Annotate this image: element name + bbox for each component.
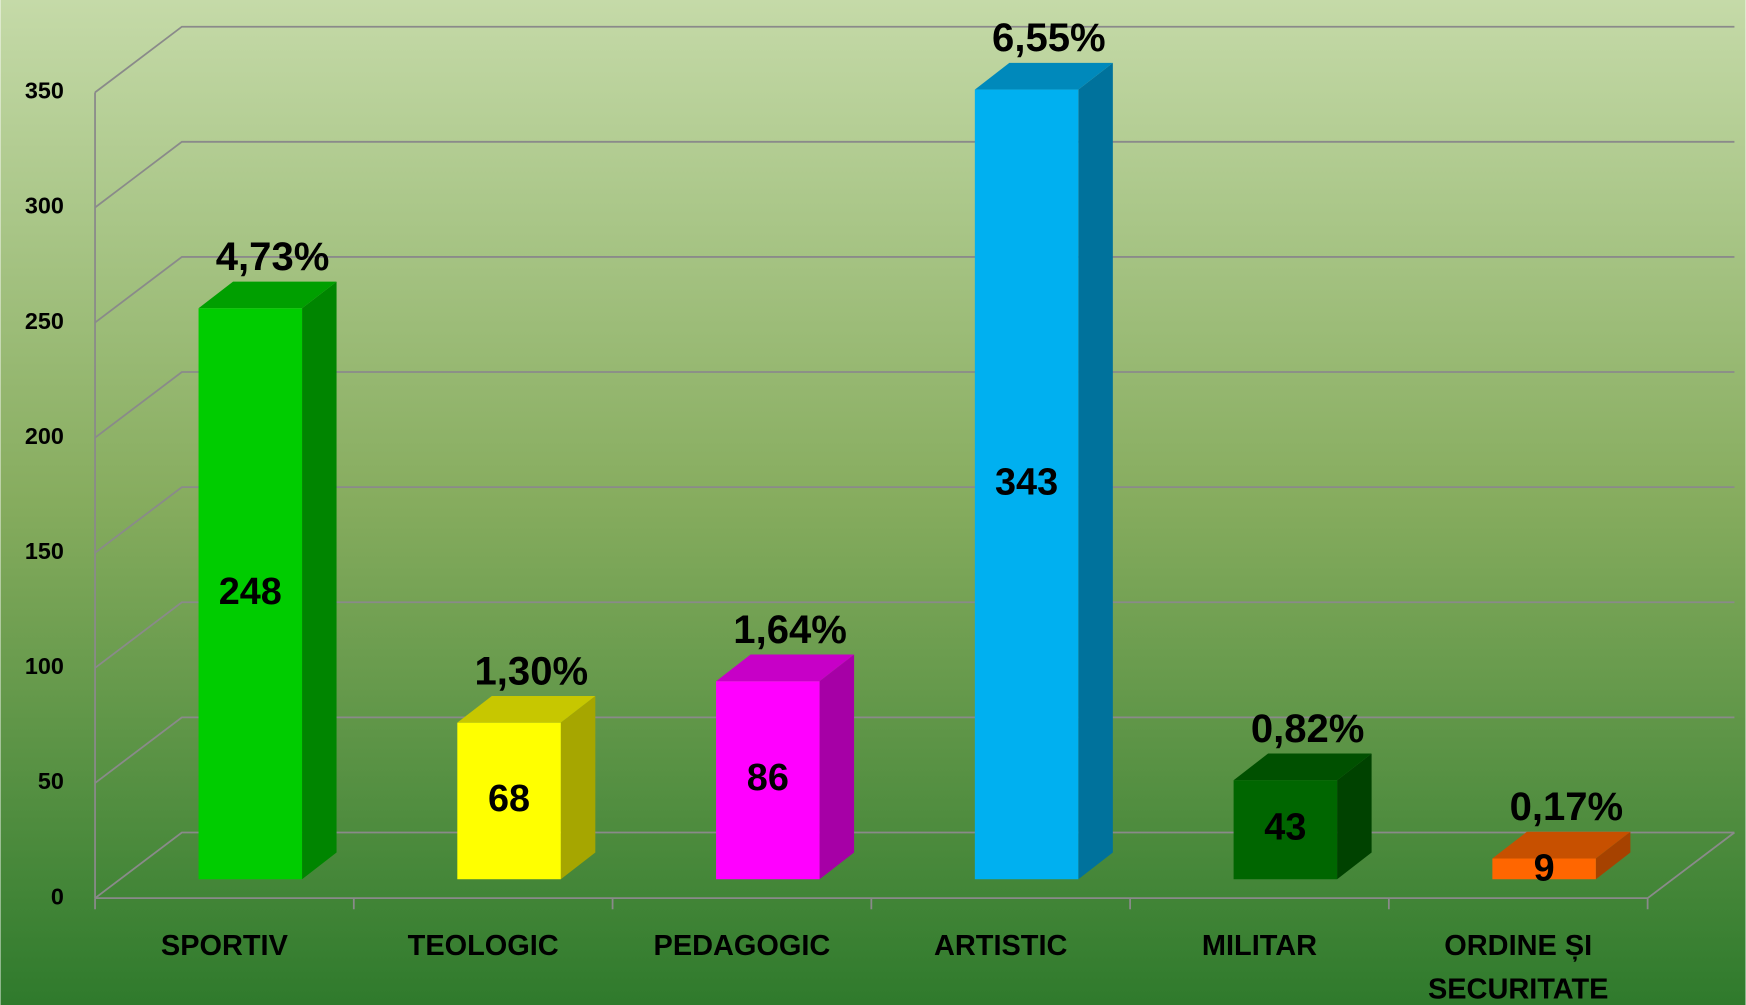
bar-top: [1492, 831, 1631, 859]
bar: [716, 654, 855, 880]
y-tick-label: 350: [25, 78, 64, 104]
bar-front: [198, 308, 303, 880]
x-tick-label: ORDINE ȘI SECURITATE: [1428, 930, 1609, 1005]
value-label: 43: [1264, 807, 1306, 849]
x-tick-label: SPORTIV: [161, 930, 289, 962]
bar-front: [1492, 858, 1596, 880]
y-tick-label: 100: [25, 653, 64, 679]
bar-side: [1337, 753, 1372, 880]
percent-label: 4,73%: [216, 235, 330, 279]
bar-top: [198, 281, 337, 309]
bar-top: [457, 695, 596, 723]
bar-side: [1078, 62, 1113, 880]
grid-line: [94, 371, 1735, 439]
value-label: 68: [488, 778, 530, 820]
grid-line: [94, 831, 1735, 899]
y-tick-label: 200: [25, 423, 64, 449]
grid-line: [94, 486, 1735, 554]
bar-front: [1233, 780, 1338, 880]
percent-label: 1,64%: [733, 608, 847, 652]
percent-label: 0,17%: [1510, 785, 1624, 829]
bar: [457, 695, 596, 880]
x-tick-label-line: ORDINE ȘI: [1444, 930, 1592, 962]
bar-top: [716, 654, 855, 682]
y-tick-label: 300: [25, 193, 64, 219]
bar: [198, 281, 337, 880]
bar-side: [819, 654, 855, 880]
value-label: 248: [219, 571, 282, 613]
bar-side: [1595, 831, 1631, 880]
y-tick-label: 150: [25, 538, 64, 564]
percent-label: 6,55%: [992, 16, 1106, 60]
grid-line: [94, 601, 1735, 669]
x-tick-label: ARTISTIC: [934, 930, 1067, 962]
grid-line: [94, 716, 1735, 784]
bar: [1492, 831, 1631, 880]
y-tick-label: 250: [25, 308, 64, 334]
grid-line: [94, 140, 1735, 209]
x-tick-label: PEDAGOGIC: [654, 930, 831, 962]
bar: [1233, 753, 1372, 880]
bar-side: [302, 281, 337, 880]
bar-front: [457, 722, 561, 880]
bar-top: [974, 62, 1113, 90]
percent-label: 1,30%: [475, 649, 589, 693]
x-tick-label: TEOLOGIC: [408, 930, 559, 962]
value-label: 9: [1534, 847, 1555, 889]
x-tick-label-line: SECURITATE: [1428, 973, 1609, 1005]
y-tick-label: 50: [38, 768, 64, 794]
percent-label: 0,82%: [1251, 707, 1365, 751]
grid-line: [94, 25, 1735, 94]
bar-front: [716, 681, 820, 880]
y-tick-label: 0: [51, 883, 64, 909]
grid-line: [94, 256, 1735, 324]
bar-top: [1233, 753, 1372, 781]
bar: [974, 62, 1113, 880]
x-tick-label: MILITAR: [1202, 930, 1317, 962]
value-label: 86: [747, 757, 789, 799]
value-label: 343: [995, 461, 1058, 503]
bar-side: [560, 695, 596, 880]
bar-front: [974, 89, 1079, 880]
